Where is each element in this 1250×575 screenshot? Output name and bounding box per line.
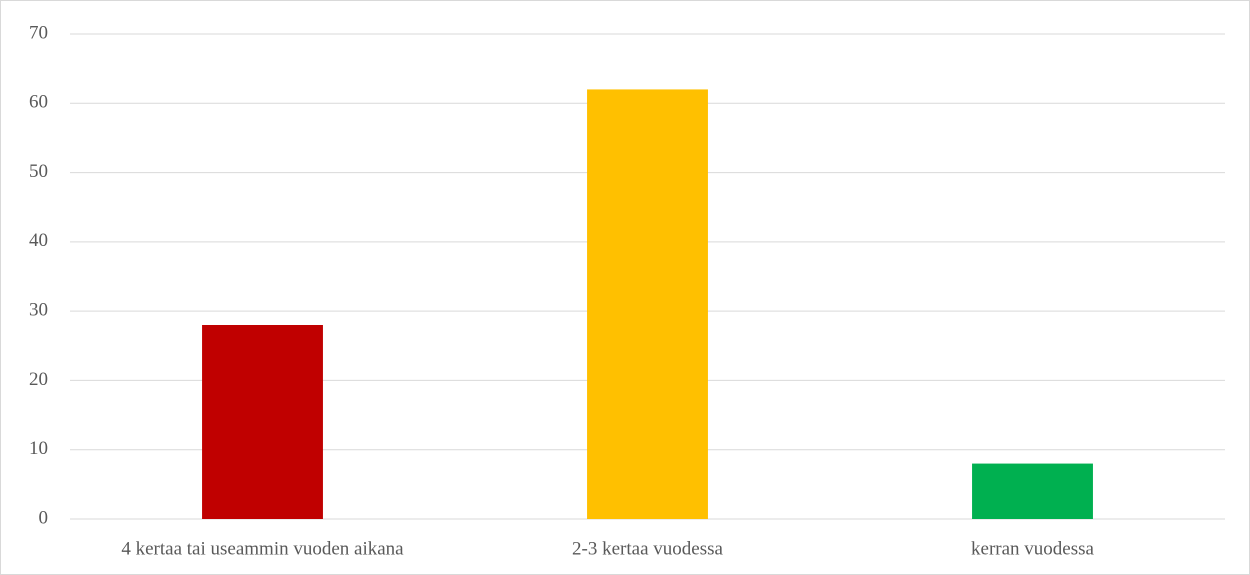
y-tick-label: 30 <box>29 300 48 321</box>
y-tick-label: 20 <box>29 369 48 390</box>
x-tick-label: 2-3 kertaa vuodessa <box>572 538 723 559</box>
y-tick-label: 0 <box>39 507 49 528</box>
bar <box>972 463 1093 519</box>
y-tick-label: 10 <box>29 438 48 459</box>
x-tick-label: 4 kertaa tai useammin vuoden aikana <box>121 538 404 559</box>
y-tick-label: 50 <box>29 161 48 182</box>
y-tick-label: 60 <box>29 92 48 113</box>
y-tick-label: 70 <box>29 22 48 43</box>
bar <box>202 325 323 519</box>
y-tick-label: 40 <box>29 230 48 251</box>
x-tick-label: kerran vuodessa <box>971 538 1094 559</box>
bar <box>587 89 708 519</box>
